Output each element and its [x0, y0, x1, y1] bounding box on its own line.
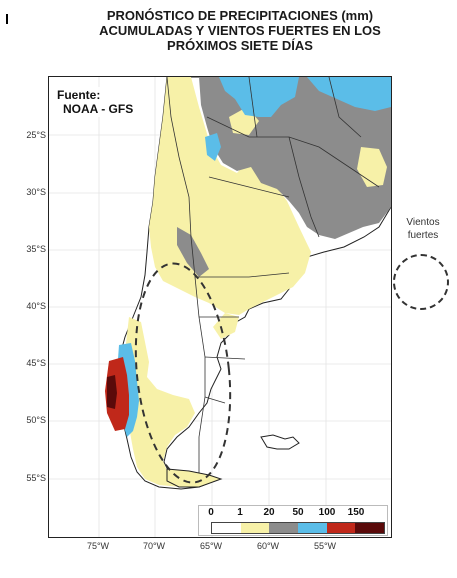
strong-wind-area [134, 262, 232, 484]
tierra-del-fuego [166, 468, 223, 488]
map-title: PRONÓSTICO DE PRECIPITACIONES (mm) ACUMU… [50, 8, 430, 53]
legend-color-bar [211, 522, 385, 534]
lat-label: 35°S [26, 244, 46, 254]
legend-swatch [298, 523, 327, 533]
title-line-3: PRÓXIMOS SIETE DÍAS [167, 38, 313, 53]
lon-label: 60°W [256, 541, 280, 551]
wind-legend-line-1: Vientos [406, 217, 440, 228]
precipitation-map [48, 76, 392, 538]
lat-label: 40°S [26, 301, 46, 311]
lat-label: 30°S [26, 187, 46, 197]
rain-zone-heavy-northeast [307, 77, 391, 111]
wind-legend-label: Vientos fuertes [397, 216, 449, 242]
rain-zone-moderate-central [177, 227, 209, 277]
lat-label: 55°S [26, 473, 46, 483]
lon-label: 55°W [313, 541, 337, 551]
legend-threshold: 150 [347, 507, 365, 518]
rain-zone-extreme-south-chile [107, 375, 117, 409]
malvinas-islands [260, 434, 300, 450]
source-line-2: NOAA - GFS [63, 102, 134, 116]
political-borders [166, 77, 380, 479]
legend-swatch [212, 523, 241, 533]
rain-zone-very-heavy-south-chile [105, 357, 129, 431]
legend-labels: 0 1 20 50 100 150 [199, 506, 387, 520]
legend-swatch [269, 523, 299, 533]
title-line-2: ACUMULADAS Y VIENTOS FUERTES EN LOS [99, 23, 381, 38]
lat-label: 25°S [26, 130, 46, 140]
source-line-1: Fuente: [57, 88, 101, 102]
rain-zone-heavy-northwest [205, 133, 221, 161]
lon-label: 65°W [199, 541, 223, 551]
map-canvas [49, 77, 391, 537]
wind-legend-line-2: fuertes [407, 230, 439, 241]
lon-label: 70°W [142, 541, 166, 551]
legend-swatch [355, 523, 385, 533]
title-line-1: PRONÓSTICO DE PRECIPITACIONES (mm) [106, 8, 374, 23]
rain-zone-light-patagonia [125, 317, 199, 487]
lat-label: 50°S [26, 415, 46, 425]
corner-mark [6, 14, 8, 24]
lat-label: 45°S [26, 358, 46, 368]
legend-threshold: 0 [208, 507, 214, 518]
legend-threshold: 100 [318, 507, 336, 518]
precipitation-legend: 0 1 20 50 100 150 [198, 505, 388, 536]
rain-zone-heavy-north [219, 77, 299, 117]
wind-legend-symbol [393, 254, 449, 310]
legend-swatch [326, 523, 356, 533]
legend-threshold: 20 [263, 507, 275, 518]
legend-threshold: 1 [237, 507, 243, 518]
lon-label: 75°W [86, 541, 110, 551]
data-source-label: Fuente: NOAA - GFS [54, 87, 137, 117]
legend-threshold: 50 [292, 507, 304, 518]
legend-swatch [240, 523, 270, 533]
